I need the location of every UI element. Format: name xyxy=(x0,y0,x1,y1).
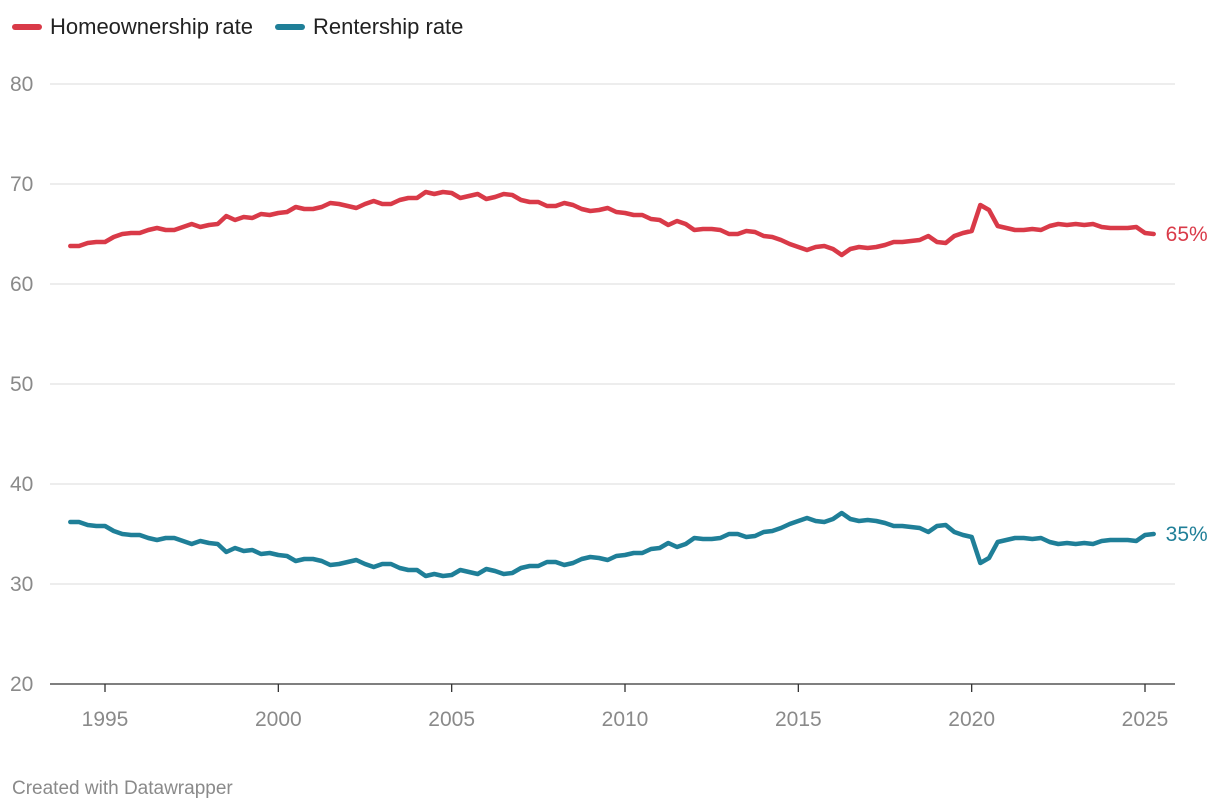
x-tick-label-2020: 2020 xyxy=(948,708,995,731)
y-tick-label-80: 80 xyxy=(10,73,33,96)
datawrapper-credit: Created with Datawrapper xyxy=(12,778,233,799)
legend-item-homeownership: Homeownership rate xyxy=(12,14,253,40)
y-tick-label-30: 30 xyxy=(10,573,33,596)
x-tick-label-2000: 2000 xyxy=(255,708,302,731)
x-tick-label-2025: 2025 xyxy=(1122,708,1169,731)
x-tick-label-1995: 1995 xyxy=(82,708,129,731)
homeownership-rate-end-label: 65% xyxy=(1166,223,1208,246)
y-tick-label-60: 60 xyxy=(10,273,33,296)
legend-label-rentership: Rentership rate xyxy=(312,14,464,39)
y-tick-label-70: 70 xyxy=(10,173,33,196)
legend-label-homeownership: Homeownership rate xyxy=(50,14,253,39)
rentership-rate-end-label: 35% xyxy=(1166,523,1208,546)
legend-swatch-rentership xyxy=(274,24,305,30)
legend-item-rentership: Rentership rate xyxy=(274,14,464,40)
homeownership-rate-line xyxy=(68,189,1156,258)
x-tick-label-2005: 2005 xyxy=(428,708,475,731)
y-tick-label-20: 20 xyxy=(10,673,33,696)
y-tick-label-40: 40 xyxy=(10,473,33,496)
x-tick-label-2015: 2015 xyxy=(775,708,822,731)
x-tick-label-2010: 2010 xyxy=(602,708,649,731)
rentership-rate-line xyxy=(68,510,1156,579)
legend-swatch-homeownership xyxy=(12,24,42,30)
y-tick-label-50: 50 xyxy=(10,373,33,396)
chart-legend: Homeownership rate Rentership rate xyxy=(12,14,463,40)
